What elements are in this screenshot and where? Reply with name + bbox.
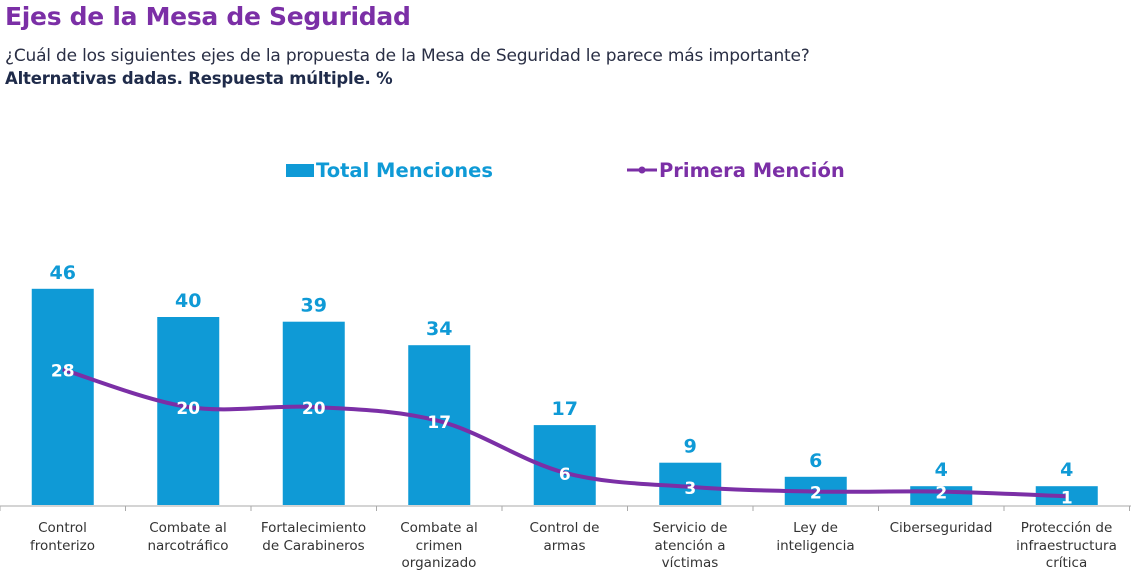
bar-value-label: 17 <box>552 398 578 420</box>
bar-value-label: 4 <box>935 459 948 481</box>
x-tick-label: Combate al narcotráfico <box>147 520 229 554</box>
x-tick-label: Control de armas <box>529 520 600 554</box>
x-tick-label: Combate al crimen organizado <box>400 520 478 571</box>
legend-line-swatch <box>627 166 657 174</box>
bar-value-label: 40 <box>175 290 201 312</box>
x-tick-label: Ley de inteligencia <box>776 520 855 554</box>
legend-bar-swatch <box>286 163 314 177</box>
bar-value-label: 46 <box>50 262 76 284</box>
legend-label-primera: Primera Mención <box>659 158 845 182</box>
bar-value-label: 4 <box>1060 459 1073 481</box>
x-tick-label: Control fronterizo <box>29 520 96 554</box>
legend-item-total-menciones: Total Menciones <box>286 157 493 183</box>
bar-0 <box>31 288 94 505</box>
chart-title: Ejes de la Mesa de Seguridad <box>5 2 411 31</box>
line-value-label: 20 <box>302 399 326 419</box>
chart-subtitle: Alternativas dadas. Respuesta múltiple. … <box>5 69 393 88</box>
x-tick-label: Ciberseguridad <box>889 520 993 536</box>
line-value-label: 3 <box>684 479 696 499</box>
line-value-label: 2 <box>810 484 822 504</box>
line-value-label: 20 <box>176 399 200 419</box>
x-tick-label: Servicio de atención a víctimas <box>652 520 728 571</box>
x-tick-label: Protección de infraestructura crítica <box>1016 520 1117 571</box>
bar-1 <box>157 317 220 505</box>
legend-item-primera-mencion: Primera Mención <box>627 157 845 183</box>
line-value-label: 6 <box>559 465 571 485</box>
bar-value-label: 6 <box>809 450 822 472</box>
chart-question: ¿Cuál de los siguientes ejes de la propu… <box>5 46 810 66</box>
line-value-label: 17 <box>427 413 451 433</box>
bar-value-label: 9 <box>684 436 697 458</box>
line-primera-mencion <box>62 367 1067 499</box>
bar-value-label: 34 <box>426 318 452 340</box>
bar-3 <box>408 345 471 505</box>
bar-2 <box>282 321 345 505</box>
line-value-label: 2 <box>935 484 947 504</box>
legend-label-total: Total Menciones <box>316 158 493 182</box>
line-value-label: 28 <box>51 361 75 381</box>
line-value-label: 1 <box>1061 488 1073 508</box>
x-tick-label: Fortalecimiento de Carabineros <box>260 520 367 554</box>
bar-value-label: 39 <box>301 295 327 317</box>
